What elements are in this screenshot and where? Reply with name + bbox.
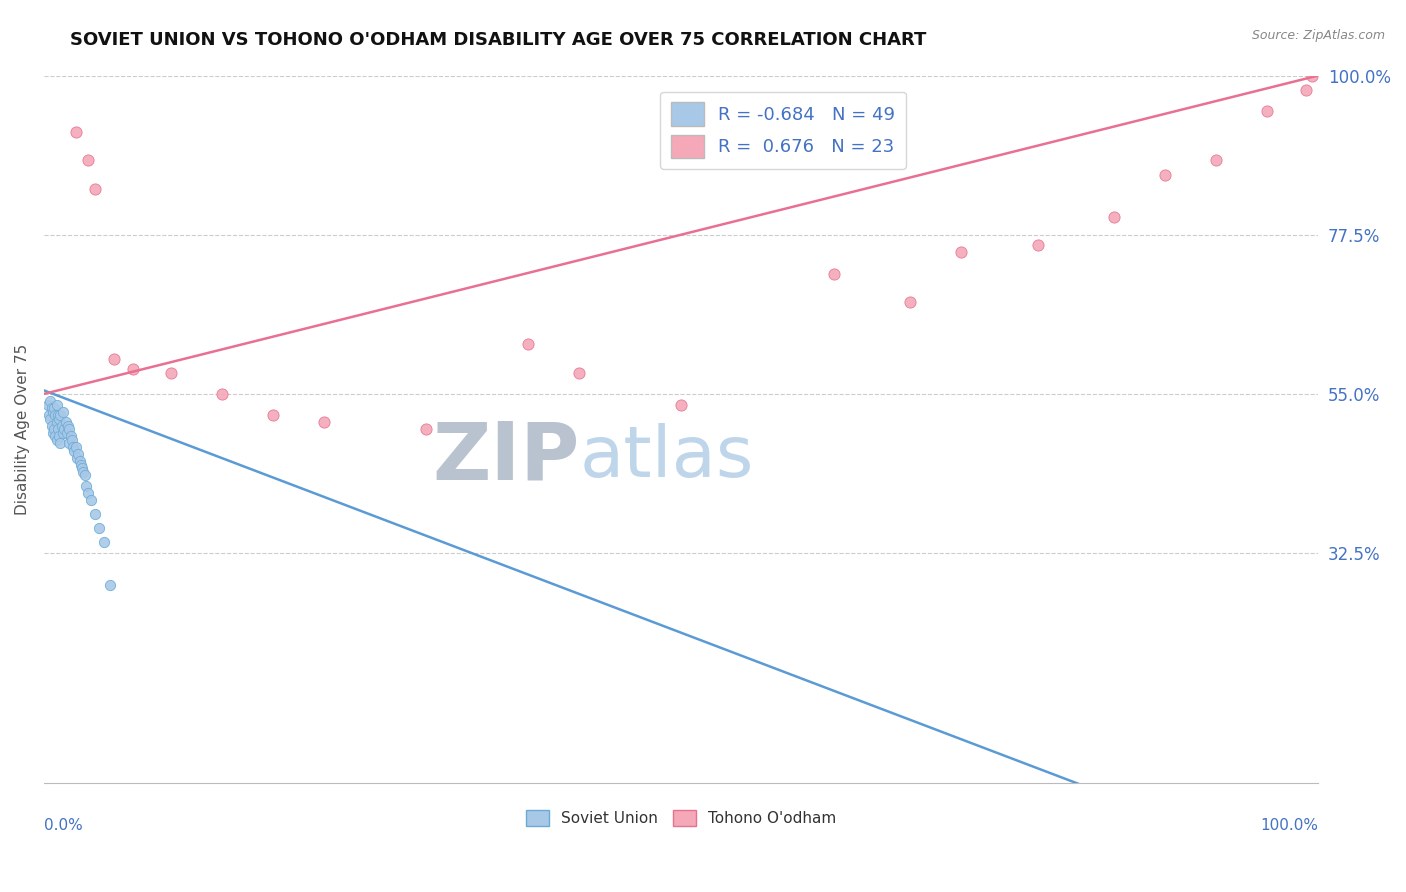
Point xyxy=(103,351,125,366)
Point xyxy=(70,458,93,472)
Point xyxy=(52,404,75,418)
Point xyxy=(77,486,100,500)
Point xyxy=(65,440,87,454)
Point xyxy=(415,422,437,436)
Point xyxy=(1104,210,1126,224)
Point xyxy=(83,507,105,521)
Point xyxy=(1205,153,1227,168)
Text: SOVIET UNION VS TOHONO O'ODHAM DISABILITY AGE OVER 75 CORRELATION CHART: SOVIET UNION VS TOHONO O'ODHAM DISABILIT… xyxy=(70,31,927,49)
Point xyxy=(66,450,89,465)
Point xyxy=(41,401,63,415)
Point xyxy=(48,429,70,443)
Text: 0.0%: 0.0% xyxy=(44,819,83,833)
Text: 100.0%: 100.0% xyxy=(1260,819,1319,833)
Point xyxy=(67,447,90,461)
Point xyxy=(63,443,86,458)
Point xyxy=(87,521,110,535)
Text: ZIP: ZIP xyxy=(432,418,579,497)
Point xyxy=(72,465,94,479)
Point xyxy=(44,408,66,422)
Point xyxy=(45,398,67,412)
Point xyxy=(46,422,69,436)
Point xyxy=(59,429,82,443)
Text: atlas: atlas xyxy=(579,423,754,492)
Y-axis label: Disability Age Over 75: Disability Age Over 75 xyxy=(15,343,30,515)
Point xyxy=(1256,103,1278,118)
Point xyxy=(1026,238,1049,252)
Point xyxy=(46,408,69,422)
Point xyxy=(52,425,75,440)
Point xyxy=(51,418,73,433)
Point xyxy=(45,433,67,447)
Point xyxy=(44,429,66,443)
Point xyxy=(42,422,65,436)
Point xyxy=(56,425,79,440)
Point xyxy=(75,479,97,493)
Point xyxy=(160,366,183,380)
Point xyxy=(314,415,336,429)
Point xyxy=(1154,168,1177,182)
Point xyxy=(60,433,83,447)
Point xyxy=(55,415,77,429)
Point xyxy=(900,294,922,309)
Point xyxy=(49,436,72,450)
Point xyxy=(38,408,60,422)
Point xyxy=(42,425,65,440)
Point xyxy=(950,245,973,260)
Point xyxy=(80,493,103,508)
Point xyxy=(98,578,121,592)
Point xyxy=(45,415,67,429)
Point xyxy=(1301,69,1323,83)
Point xyxy=(122,362,145,376)
Legend: R = -0.684   N = 49, R =  0.676   N = 23: R = -0.684 N = 49, R = 0.676 N = 23 xyxy=(661,92,905,169)
Point xyxy=(48,411,70,425)
Point xyxy=(42,401,65,415)
Point xyxy=(41,418,63,433)
Point xyxy=(39,411,62,425)
Point xyxy=(669,398,692,412)
Point xyxy=(58,422,80,436)
Point xyxy=(58,436,80,450)
Text: Source: ZipAtlas.com: Source: ZipAtlas.com xyxy=(1251,29,1385,42)
Point xyxy=(823,267,845,281)
Point xyxy=(1295,83,1317,97)
Point xyxy=(73,468,96,483)
Point xyxy=(37,398,59,412)
Point xyxy=(70,461,93,475)
Point xyxy=(211,387,233,401)
Point xyxy=(53,422,76,436)
Point xyxy=(517,337,540,351)
Point xyxy=(39,394,62,409)
Point xyxy=(83,182,105,196)
Point xyxy=(56,418,79,433)
Point xyxy=(93,535,115,549)
Point xyxy=(49,408,72,422)
Point xyxy=(262,408,284,422)
Point xyxy=(77,153,100,168)
Point xyxy=(42,404,65,418)
Point xyxy=(69,454,91,468)
Point xyxy=(65,125,87,139)
Point xyxy=(568,366,591,380)
Point xyxy=(62,440,84,454)
